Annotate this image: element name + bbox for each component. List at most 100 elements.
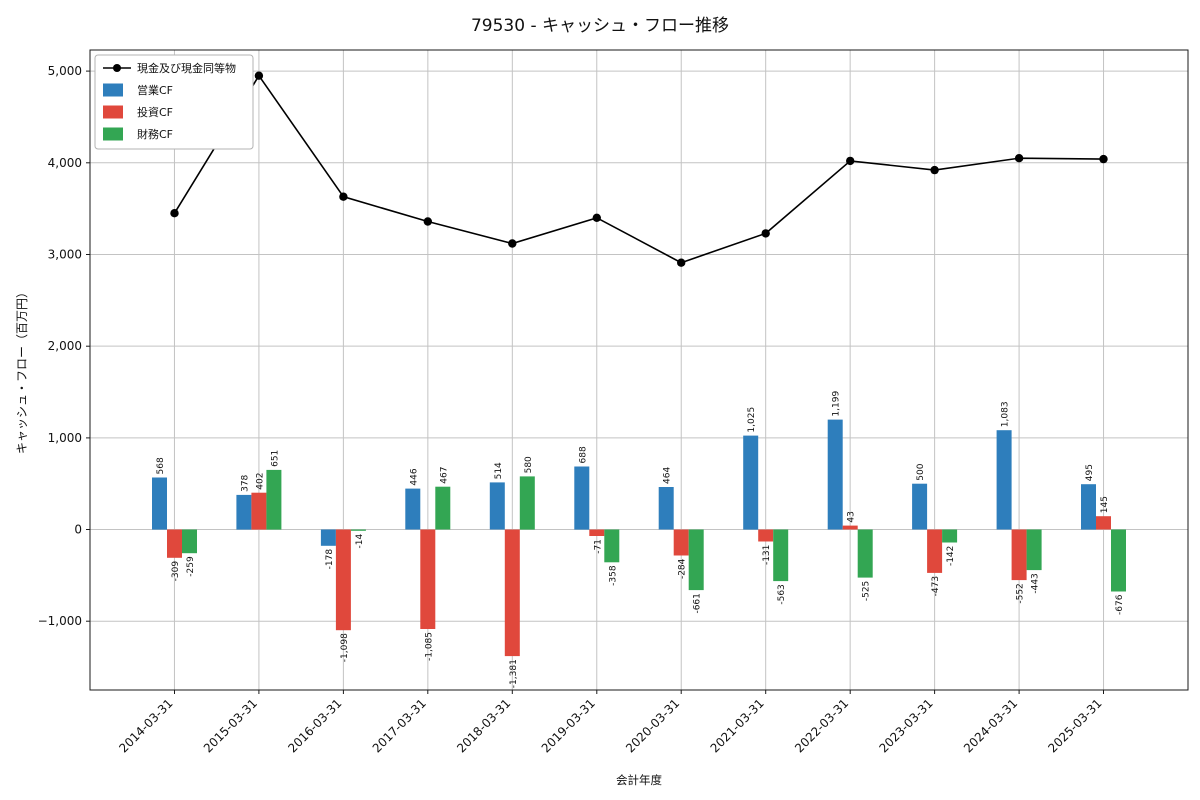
bar-investing-cf — [842, 525, 858, 530]
cash-line-marker — [170, 209, 179, 218]
bar-value-label: -443 — [1031, 573, 1041, 593]
bar-value-label: -131 — [762, 545, 772, 565]
bar-value-label: 651 — [270, 450, 280, 467]
bar-value-label: 378 — [240, 474, 250, 491]
bar-investing-cf — [251, 492, 267, 530]
cash-line-marker — [761, 229, 770, 238]
cash-line-marker — [592, 213, 601, 222]
cash-line-marker — [423, 217, 432, 226]
bar-value-label: -676 — [1115, 594, 1125, 615]
bar-investing-cf — [1011, 529, 1027, 581]
y-tick-label: 0 — [74, 523, 82, 537]
cash-line-marker — [677, 258, 686, 267]
bar-value-label: 467 — [439, 467, 449, 484]
bar-value-label: -284 — [678, 558, 688, 579]
bar-operating-cf — [236, 494, 252, 530]
bar-value-label: -142 — [946, 546, 956, 566]
x-tick-label: 2021-03-31 — [708, 696, 767, 755]
plot-frame — [89, 49, 1189, 691]
bar-value-label: -309 — [171, 561, 181, 582]
bar-financing-cf — [519, 476, 535, 530]
bar-value-label: 514 — [494, 462, 504, 479]
bar-financing-cf — [942, 529, 958, 543]
bar-investing-cf — [335, 529, 351, 631]
bar-financing-cf — [350, 529, 366, 531]
x-tick-label: 2015-03-31 — [201, 696, 260, 755]
legend-swatch-investing-cf — [103, 105, 123, 119]
legend-swatch-operating-cf — [103, 83, 123, 97]
bar-operating-cf — [405, 488, 421, 530]
x-tick-label: 2019-03-31 — [539, 696, 598, 755]
y-tick-label: 4,000 — [48, 156, 82, 170]
bar-value-label: -71 — [593, 539, 603, 554]
bar-operating-cf — [743, 435, 759, 530]
legend-swatch-financing-cf — [103, 127, 123, 141]
bar-financing-cf — [688, 529, 704, 591]
x-tick-label: 2018-03-31 — [454, 696, 513, 755]
bar-investing-cf — [758, 529, 774, 542]
bar-investing-cf — [1096, 516, 1111, 530]
bar-investing-cf — [673, 529, 689, 556]
bar-value-label: 1,025 — [747, 407, 757, 433]
bar-value-label: 1,083 — [1001, 401, 1011, 427]
bar-financing-cf — [1111, 529, 1126, 592]
bar-operating-cf — [658, 487, 674, 530]
bar-value-label: -1,085 — [424, 632, 434, 661]
x-axis-title: 会計年度 — [616, 773, 662, 787]
bar-value-label: 464 — [663, 467, 673, 484]
bar-value-label: -661 — [693, 593, 703, 613]
bar-value-label: -178 — [325, 549, 335, 570]
bar-value-label: -563 — [777, 584, 787, 604]
bar-series-investing-cf: -309 402 -1,098 -1,085 -1,381 -71 -284 -131 43 -4… — [167, 473, 1111, 688]
bar-financing-cf — [435, 486, 451, 530]
x-tick-label: 2020-03-31 — [623, 696, 682, 755]
x-tick-label: 2023-03-31 — [877, 696, 936, 755]
y-tick-label: −1,000 — [38, 614, 82, 628]
bar-value-label: 1,199 — [832, 391, 842, 417]
bar-value-label: 402 — [255, 473, 265, 490]
bar-operating-cf — [996, 430, 1012, 530]
bar-operating-cf — [152, 477, 167, 530]
bar-financing-cf — [773, 529, 789, 582]
x-tick-label: 2014-03-31 — [116, 696, 175, 755]
bar-value-label: -473 — [931, 576, 941, 596]
legend-label-cash-equivalents: 現金及び現金同等物 — [137, 61, 236, 75]
cash-line-marker — [254, 71, 264, 80]
line-series-cash-equivalents — [170, 71, 1108, 267]
bar-operating-cf — [489, 482, 505, 530]
bar-investing-cf — [420, 529, 436, 629]
x-tick-label: 2024-03-31 — [961, 696, 1020, 755]
bar-value-label: -358 — [608, 565, 618, 586]
y-tick-label: 3,000 — [48, 248, 82, 262]
bar-series-operating-cf: 568 378 -178 446 514 688 464 1,025 1,199 500 1,083… — [152, 391, 1096, 570]
x-tick-label: 2017-03-31 — [370, 696, 429, 755]
x-tick-label: 2016-03-31 — [285, 696, 344, 755]
bar-investing-cf — [589, 529, 605, 536]
y-tick-label: 1,000 — [48, 431, 82, 445]
bar-operating-cf — [827, 419, 843, 530]
bar-value-label: -1,381 — [509, 659, 519, 688]
cash-line — [173, 74, 1104, 264]
bar-value-label: -14 — [355, 534, 365, 549]
bar-value-label: 495 — [1085, 464, 1095, 481]
bar-investing-cf — [167, 529, 182, 558]
y-axis: −1,000 0 1,000 2,000 3,000 4,000 5,000 — [38, 64, 90, 628]
bar-operating-cf — [912, 483, 928, 530]
bar-operating-cf — [574, 466, 590, 530]
cash-line-marker — [1014, 154, 1024, 163]
bar-investing-cf — [927, 529, 943, 573]
bar-value-label: 580 — [524, 456, 534, 473]
bar-financing-cf — [1026, 529, 1042, 571]
x-axis: 2014-03-31 2015-03-31 2016-03-31 2017-03-31… — [116, 690, 1105, 755]
bar-value-label: 500 — [916, 463, 926, 480]
bar-value-label: 568 — [156, 457, 166, 474]
cash-line-marker — [930, 165, 939, 175]
bar-value-label: -259 — [186, 556, 196, 577]
bar-series-financing-cf: -259 651 -14 467 580 -358 -661 -563 -525 -142 -443… — [182, 450, 1126, 615]
bar-financing-cf — [266, 469, 282, 530]
bar-value-label: 43 — [847, 511, 857, 522]
bar-value-label: 688 — [578, 446, 588, 463]
cash-line-marker — [846, 156, 855, 166]
bar-value-label: 446 — [409, 468, 419, 485]
